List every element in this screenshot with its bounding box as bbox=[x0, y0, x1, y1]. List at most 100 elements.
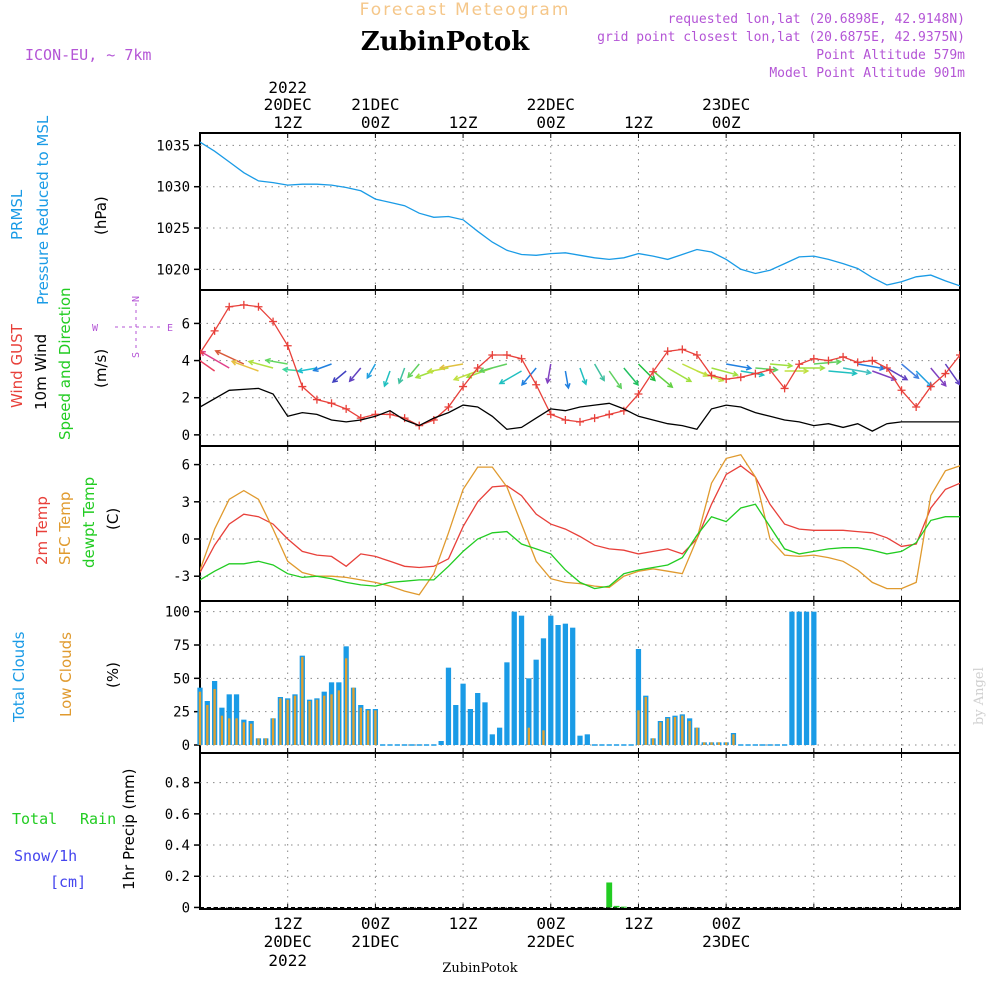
top-time-label: 22DEC bbox=[527, 95, 575, 114]
gust-marker bbox=[722, 375, 731, 384]
cloud-low-bar bbox=[286, 699, 289, 745]
precip-total: Total bbox=[12, 810, 57, 828]
cloud-low-bar bbox=[637, 710, 640, 745]
wind-arrow bbox=[312, 363, 332, 372]
footer-location: ZubinPotok bbox=[442, 961, 517, 976]
gust-marker bbox=[532, 380, 541, 389]
wind-arrow-head bbox=[954, 379, 960, 386]
wind-arrow-shaft bbox=[857, 363, 885, 370]
cloud-total-bar bbox=[438, 741, 444, 745]
top-time-label: 00Z bbox=[712, 113, 741, 132]
temperature-ytick-label: 0 bbox=[182, 532, 190, 548]
wind-arrow-head bbox=[426, 367, 433, 374]
model-altitude: Model Point Altitude 901m bbox=[769, 66, 965, 81]
wind-arrow-head bbox=[383, 380, 389, 388]
gust-marker bbox=[298, 382, 307, 391]
wind-arrow-head bbox=[366, 372, 373, 380]
wind-arrow-head bbox=[787, 362, 794, 369]
wind-arrow-head bbox=[940, 380, 947, 387]
wind-arrow bbox=[564, 370, 571, 390]
wind-arrow-shaft bbox=[959, 371, 960, 373]
wind-arrow-shaft bbox=[298, 367, 318, 373]
bottom-time-label: 12Z bbox=[449, 914, 478, 933]
cloud-total-bar bbox=[467, 709, 474, 745]
precip-bar bbox=[606, 882, 613, 908]
product-title: Forecast Meteogram bbox=[360, 0, 571, 20]
cloud-low-bar bbox=[264, 738, 267, 745]
top-time-label: 20DEC bbox=[264, 95, 312, 114]
cloud-low-bar bbox=[206, 705, 209, 745]
cloud-total-bar bbox=[511, 611, 517, 745]
precip-labels: Total Rain Snow/1h [cm] 1hr Precip (mm) bbox=[12, 769, 138, 891]
wind-arrow-shaft bbox=[608, 370, 622, 389]
cloud-low-bar bbox=[279, 698, 282, 745]
wind-arrow-head bbox=[478, 367, 485, 374]
wind-arrow-head bbox=[633, 379, 639, 387]
precip-ytick-label: 0.4 bbox=[165, 838, 190, 854]
gust-marker bbox=[473, 364, 482, 372]
cloud-low-bar bbox=[710, 742, 713, 745]
clouds-frame bbox=[199, 600, 961, 754]
compass-e: E bbox=[167, 323, 173, 334]
cloud-low-bar bbox=[717, 742, 721, 745]
wind-arrow-head bbox=[281, 366, 289, 373]
wind-arrow bbox=[959, 371, 960, 373]
temperature-ytick-label: -3 bbox=[173, 569, 190, 585]
wind-arrow-shaft bbox=[886, 367, 908, 381]
wind-arrow bbox=[247, 359, 274, 369]
wind-arrow-head bbox=[599, 375, 605, 382]
gust-marker bbox=[546, 410, 555, 419]
compass-n: N bbox=[131, 296, 142, 302]
clouds-panel: 0 25 50 75 100 bbox=[165, 600, 961, 754]
wind-arrow-head bbox=[745, 364, 753, 371]
wind-arrow-head bbox=[545, 377, 552, 385]
pressure-label-2: Pressure Reduced to MSL bbox=[34, 115, 52, 305]
gust-marker bbox=[912, 403, 921, 411]
wind-unit: (m/s) bbox=[92, 349, 110, 388]
cloud-labels: Total Clouds Low Clouds (%) bbox=[10, 631, 122, 723]
cloud-label-total: Total Clouds bbox=[10, 631, 28, 723]
wind-series-line bbox=[200, 387, 960, 432]
wind-arrow bbox=[426, 367, 449, 374]
cloud-low-bar bbox=[703, 742, 706, 745]
gust-marker bbox=[459, 382, 468, 391]
cloud-total-bar bbox=[518, 615, 525, 745]
cloud-low-bar bbox=[213, 689, 216, 745]
wind-arrow-shaft bbox=[248, 360, 274, 369]
cloud-total-bar bbox=[789, 611, 795, 745]
wind-arrow bbox=[726, 363, 753, 371]
wind-arrow-head bbox=[397, 377, 404, 385]
clouds-ytick-label: 0 bbox=[182, 738, 190, 754]
gust-marker bbox=[941, 369, 950, 378]
wind-arrow bbox=[438, 363, 464, 371]
wind-arrow-head bbox=[564, 382, 571, 390]
requested-point: requested lon,lat (20.6898E, 42.9148N) bbox=[668, 12, 965, 27]
gust-marker bbox=[590, 414, 599, 423]
wind-arrow-shaft bbox=[726, 363, 751, 370]
wind-arrow bbox=[200, 350, 230, 369]
wind-arrow-shaft bbox=[546, 363, 552, 383]
gust-marker bbox=[561, 416, 570, 424]
wind-arrow bbox=[264, 357, 288, 365]
temperature-panel: -3 0 3 6 bbox=[173, 445, 961, 602]
bottom-time-label: 22DEC bbox=[527, 932, 575, 951]
wind-arrow-shaft bbox=[667, 367, 692, 383]
cloud-total-bar bbox=[803, 611, 810, 745]
wind-arrow bbox=[296, 367, 318, 374]
gust-marker bbox=[853, 358, 862, 367]
wind-arrow-shaft bbox=[711, 367, 738, 376]
wind-arrow-shaft bbox=[440, 363, 464, 369]
wind-arrow-head bbox=[581, 379, 588, 386]
gust-marker bbox=[766, 365, 774, 374]
pressure-series-line bbox=[200, 141, 960, 287]
gust-marker bbox=[634, 390, 643, 398]
wind-arrow bbox=[498, 370, 522, 385]
wind-arrow-head bbox=[331, 377, 339, 384]
gust-marker bbox=[795, 360, 804, 369]
cloud-low-bar bbox=[352, 687, 355, 745]
gust-marker bbox=[780, 384, 789, 393]
bottom-time-label: 00Z bbox=[712, 914, 741, 933]
temperature-series-line bbox=[200, 453, 960, 596]
wind-arrow-shaft bbox=[231, 360, 259, 372]
